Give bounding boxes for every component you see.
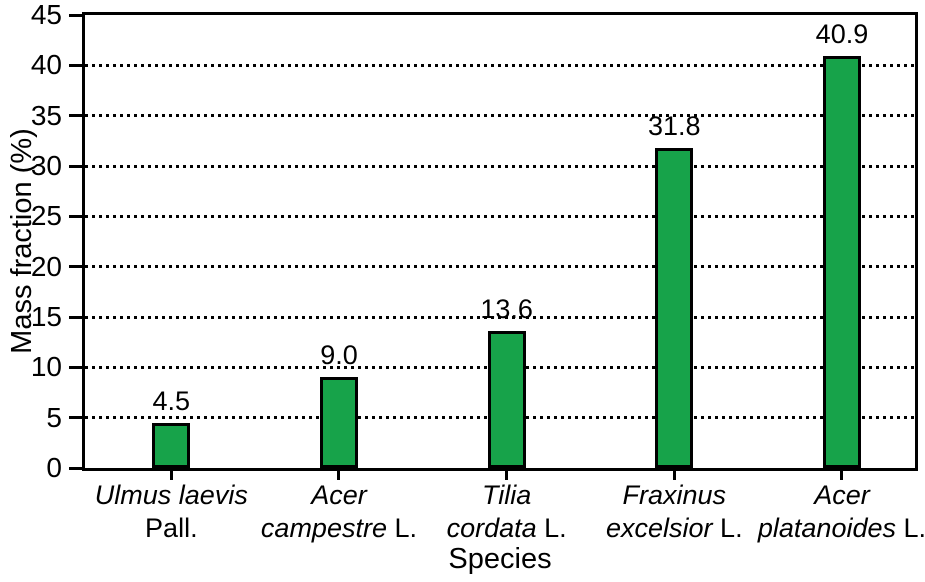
y-axis-tick-label: 30 (30, 150, 62, 181)
x-axis-tick (672, 470, 676, 480)
bar (655, 147, 694, 468)
species-name-italic: platanoides (757, 513, 896, 543)
x-axis-tick (337, 470, 341, 480)
species-author: L. (712, 513, 743, 543)
bar (822, 56, 861, 468)
gridline (85, 114, 915, 118)
gridline (85, 265, 915, 269)
species-name-italic: excelsior (606, 513, 713, 543)
species-name-italic: campestre (260, 513, 387, 543)
species-name-italic: Acer (814, 480, 870, 510)
gridline (85, 214, 915, 218)
x-axis-category-label: Fraxinus excelsior L. (559, 479, 789, 545)
species-name-italic: Fraxinus (622, 480, 727, 510)
y-axis-tick-label: 10 (30, 351, 62, 383)
y-axis-tick-label: 5 (46, 401, 62, 433)
bar-value-label: 13.6 (480, 294, 533, 325)
bar-value-label: 4.5 (152, 385, 191, 416)
species-author: L. (536, 513, 567, 543)
gridline (85, 164, 915, 168)
y-axis-tick-label: 25 (30, 200, 62, 232)
x-axis-category-label: Ulmus laevis Pall. (56, 479, 286, 545)
category-label-line: campestre L. (224, 512, 454, 545)
y-axis-tick (69, 315, 82, 319)
species-author: L. (896, 513, 925, 543)
y-axis-tick-label: 45 (30, 0, 62, 30)
x-axis-category-label: Acer campestre L. (224, 479, 454, 545)
bar (319, 377, 358, 468)
category-label-line: Acer (727, 479, 925, 512)
species-name-italic: Acer (311, 480, 367, 510)
y-axis-tick-label: 20 (30, 250, 62, 282)
gridline (85, 63, 915, 67)
category-label-line: Pall. (56, 512, 286, 545)
y-axis-tick-label: 35 (30, 99, 62, 131)
bar-value-label: 31.8 (648, 110, 701, 141)
bar-value-label: 40.9 (815, 19, 869, 50)
y-axis-tick (69, 214, 82, 218)
category-label-line: excelsior L. (559, 512, 789, 545)
category-label-line: Tilia (392, 479, 622, 512)
x-axis-tick (840, 470, 844, 480)
y-axis-tick (69, 63, 82, 67)
x-axis-tick (169, 470, 173, 480)
bar-value-label: 9.0 (320, 340, 358, 371)
category-label-line: Fraxinus (559, 479, 789, 512)
species-name-italic: cordata (446, 513, 537, 543)
x-axis-category-label: Acer platanoides L. (727, 479, 925, 545)
y-axis-tick (69, 114, 82, 118)
category-label-line: platanoides L. (727, 512, 925, 545)
category-label-line: Ulmus laevis (56, 479, 286, 512)
species-name-italic: Ulmus laevis (94, 480, 248, 510)
bar (152, 422, 191, 468)
x-axis-tick (505, 470, 509, 480)
category-label-line: cordata L. (392, 512, 622, 545)
species-name-italic: Tilia (481, 480, 532, 510)
plot-area: 4.5 9.0 13.6 31.8 40.9 (82, 12, 918, 471)
y-axis-tick-label: 0 (46, 452, 62, 483)
bar (487, 331, 526, 468)
y-axis-tick-label: 40 (30, 49, 62, 81)
y-axis-tick (69, 164, 82, 168)
y-axis-tick (69, 416, 82, 420)
x-axis-category-label: Tilia cordata L. (392, 479, 622, 545)
x-axis-title: Species (448, 543, 552, 575)
y-axis-tick (69, 365, 82, 369)
y-axis-tick (69, 265, 82, 269)
y-axis-tick (69, 466, 82, 470)
species-author: L. (386, 513, 418, 543)
y-axis-tick-label: 15 (30, 301, 62, 332)
gridline (85, 315, 915, 319)
category-label-line: Acer (224, 479, 454, 512)
y-axis-tick (69, 13, 82, 17)
species-author: Pall. (145, 513, 198, 543)
